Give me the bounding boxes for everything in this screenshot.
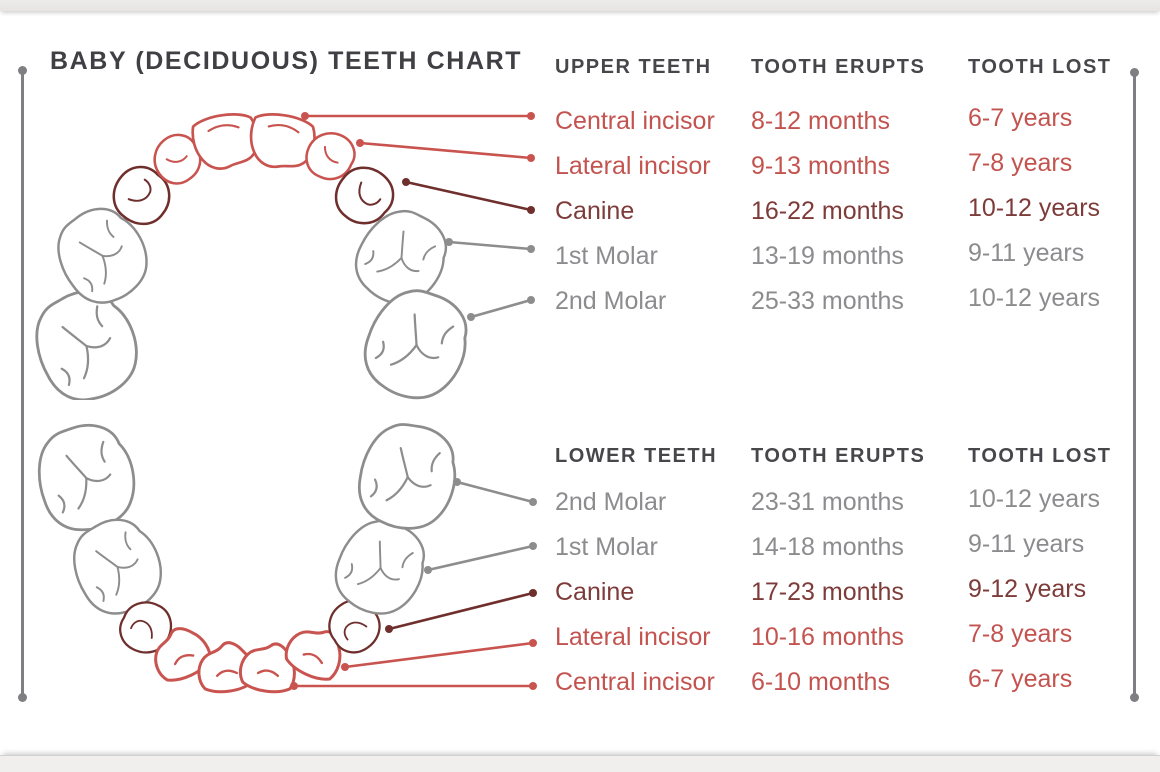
- tooth-name: 2nd Molar: [555, 286, 667, 315]
- column-header-lower-teeth: LOWER TEETH: [555, 444, 718, 467]
- lower-teeth-table: LOWER TEETH TOOTH ERUPTS TOOTH LOST 2nd …: [555, 443, 1155, 704]
- leader-line-lower-canine: [385, 589, 537, 633]
- upper-teeth: [20, 108, 484, 400]
- tooth-lost-value: 10-12 years: [968, 283, 1101, 312]
- column-header-tooth-lost: TOOTH LOST: [968, 444, 1112, 467]
- line-end-dot: [18, 693, 27, 702]
- table-row: Canine 17-23 months 9-12 years: [555, 570, 1155, 615]
- table-row: 1st Molar 14-18 months 9-11 years: [555, 525, 1155, 570]
- leader-line-upper-1st-molar: [445, 238, 535, 253]
- tooth-erupts-value: 6-10 months: [751, 667, 890, 696]
- tooth-erupts-value: 9-13 months: [751, 151, 890, 180]
- tooth-erupts-value: 17-23 months: [751, 577, 904, 606]
- leader-line-upper-central-incisor: [301, 112, 535, 120]
- leader-line-lower-1st-molar: [424, 542, 537, 574]
- tooth-lost-value: 9-11 years: [968, 238, 1085, 267]
- leader-line-lower-lateral-incisor: [341, 639, 537, 671]
- line-end-dot: [1130, 693, 1139, 702]
- tooth-lost-value: 10-12 years: [968, 193, 1101, 222]
- tooth-lower-right-2nd-molar: [348, 413, 468, 540]
- column-header-tooth-erupts: TOOTH ERUPTS: [751, 55, 926, 78]
- upper-table-header: UPPER TEETH TOOTH ERUPTS TOOTH LOST: [555, 54, 1155, 80]
- tooth-name: 1st Molar: [555, 532, 658, 561]
- tooth-name: Central incisor: [555, 106, 715, 135]
- tooth-name: Canine: [555, 577, 635, 606]
- upper-teeth-table: UPPER TEETH TOOTH ERUPTS TOOTH LOST Cent…: [555, 54, 1155, 323]
- tooth-erupts-value: 13-19 months: [751, 241, 904, 270]
- left-bracket-line: [18, 66, 27, 702]
- tooth-lost-value: 9-12 years: [968, 574, 1087, 603]
- line-end-dot: [1130, 68, 1139, 77]
- leader-line-lower-2nd-molar: [453, 478, 537, 506]
- lower-table-header: LOWER TEETH TOOTH ERUPTS TOOTH LOST: [555, 443, 1155, 469]
- bottom-edge-band: [0, 756, 1160, 772]
- tooth-name: Canine: [555, 196, 635, 225]
- tooth-erupts-value: 10-16 months: [751, 622, 904, 651]
- leader-line-lower-central-incisor: [290, 682, 537, 690]
- tooth-erupts-value: 14-18 months: [751, 532, 904, 561]
- tooth-name: 1st Molar: [555, 241, 658, 270]
- table-row: 1st Molar 13-19 months 9-11 years: [555, 234, 1155, 279]
- tooth-erupts-value: 23-31 months: [751, 487, 904, 516]
- table-row: Central incisor 8-12 months 6-7 years: [555, 99, 1155, 144]
- leader-line-upper-2nd-molar: [467, 296, 535, 321]
- table-row: Central incisor 6-10 months 6-7 years: [555, 660, 1155, 705]
- tooth-lost-value: 6-7 years: [968, 103, 1073, 132]
- right-bracket-line: [1130, 68, 1139, 702]
- lower-teeth: [27, 413, 468, 697]
- tooth-name: Lateral incisor: [555, 151, 711, 180]
- table-row: Canine 16-22 months 10-12 years: [555, 189, 1155, 234]
- tooth-erupts-value: 8-12 months: [751, 106, 890, 135]
- table-row: Lateral incisor 10-16 months 7-8 years: [555, 615, 1155, 660]
- tooth-name: Lateral incisor: [555, 622, 711, 651]
- tooth-lost-value: 10-12 years: [968, 484, 1101, 513]
- tooth-name: 2nd Molar: [555, 487, 667, 516]
- column-header-tooth-erupts: TOOTH ERUPTS: [751, 444, 926, 467]
- tooth-lost-value: 9-11 years: [968, 529, 1085, 558]
- lower-arch-diagram: [27, 413, 537, 697]
- tooth-erupts-value: 16-22 months: [751, 196, 904, 225]
- page-title: BABY (DECIDUOUS) TEETH CHART: [50, 47, 523, 75]
- tooth-lost-value: 6-7 years: [968, 664, 1073, 693]
- leader-line-upper-lateral-incisor: [356, 139, 535, 162]
- line-end-dot: [18, 66, 27, 75]
- column-header-upper-teeth: UPPER TEETH: [555, 55, 712, 78]
- table-row: 2nd Molar 23-31 months 10-12 years: [555, 480, 1155, 525]
- leader-line-upper-canine: [402, 178, 535, 214]
- table-row: 2nd Molar 25-33 months 10-12 years: [555, 279, 1155, 324]
- table-row: Lateral incisor 9-13 months 7-8 years: [555, 144, 1155, 189]
- tooth-lost-value: 7-8 years: [968, 148, 1073, 177]
- tooth-erupts-value: 25-33 months: [751, 286, 904, 315]
- top-edge-band: [0, 0, 1160, 11]
- tooth-upper-right-2nd-molar: [350, 275, 484, 400]
- upper-arch-diagram: [20, 108, 535, 400]
- tooth-name: Central incisor: [555, 667, 715, 696]
- column-header-tooth-lost: TOOTH LOST: [968, 55, 1112, 78]
- tooth-lost-value: 7-8 years: [968, 619, 1073, 648]
